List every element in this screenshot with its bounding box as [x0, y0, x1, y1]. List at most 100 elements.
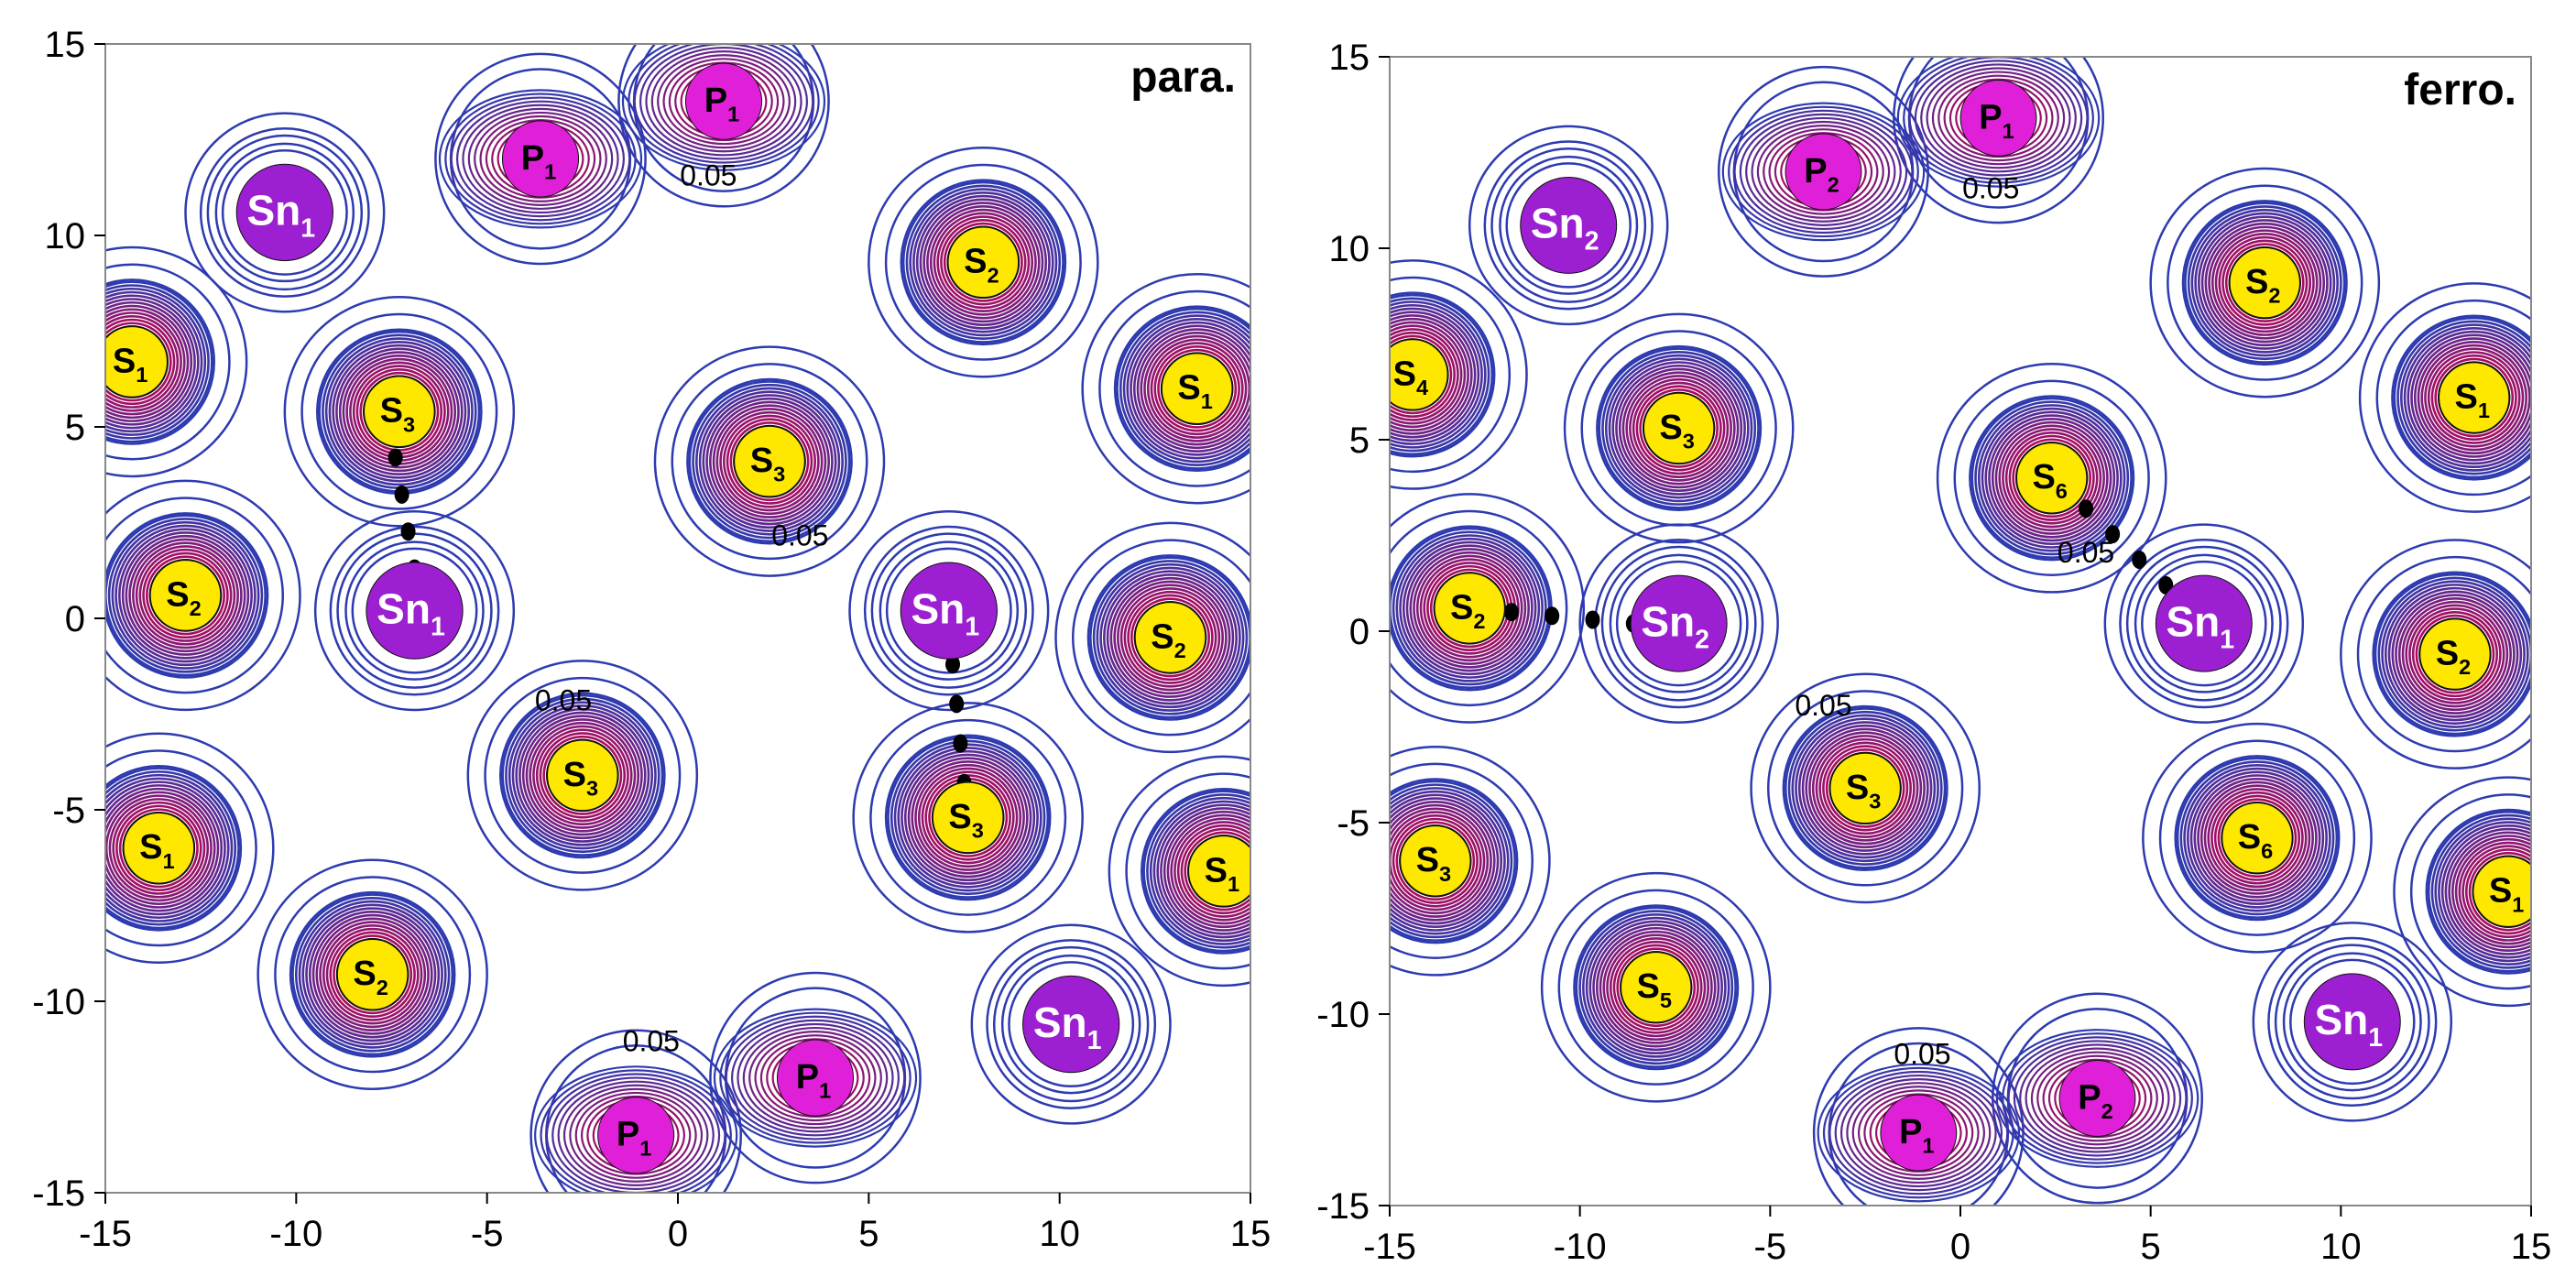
contour-line	[2381, 580, 2529, 728]
contour-line	[539, 732, 627, 819]
contour-line	[2430, 354, 2517, 442]
contour-line	[940, 219, 1027, 306]
contour-line	[540, 1069, 732, 1193]
contour-line	[1170, 817, 1250, 925]
contour-line	[521, 715, 643, 836]
contour-line	[2221, 239, 2309, 326]
contour-value-label: 0.05	[1795, 689, 1851, 722]
atom-disc	[2015, 442, 2089, 515]
contour-line	[551, 1076, 721, 1193]
atom-Sn1: Sn1	[2303, 973, 2401, 1071]
contour-line	[105, 777, 230, 920]
contour-line	[125, 534, 246, 656]
x-tick-label: -5	[1754, 1227, 1787, 1267]
contour-line	[1146, 338, 1248, 439]
atom-S2: S2	[1433, 572, 1506, 645]
contour-line	[138, 548, 233, 642]
contour-line	[1808, 731, 1923, 846]
contour-line	[479, 115, 602, 202]
atom-label: P1	[521, 139, 556, 184]
contour-value-label: 0.05	[1894, 1037, 1950, 1070]
contour-line	[580, 1095, 692, 1175]
contour-line	[305, 907, 441, 1042]
atom-contours	[2274, 944, 2430, 1100]
contour-field: P1 P2 Sn2 S2 S4 S1 S3 S6 S2 Sn2 Sn1 S2 S3 S6 S3 S1 S5 Sn1…	[1390, 57, 2531, 1206]
atom-Sn1: Sn1	[235, 163, 333, 262]
contour-line	[1390, 311, 1477, 439]
contour-line	[105, 311, 182, 412]
atom-S3: S3	[1642, 391, 1716, 465]
atom-disc	[1959, 79, 2037, 157]
contour-line	[2454, 837, 2531, 945]
atom-label: Sn1	[1033, 999, 1102, 1055]
contour-line	[1733, 109, 1914, 235]
contour-line	[1483, 140, 1654, 311]
atom-label: S2	[1450, 588, 1485, 633]
atom-disc	[366, 562, 464, 660]
contour-line	[1490, 147, 1647, 303]
bond-path	[2079, 499, 2174, 595]
contour-line	[737, 1022, 894, 1133]
contour-line	[1390, 331, 1456, 419]
contour-line	[1117, 584, 1224, 692]
contour-line	[1390, 811, 1486, 911]
atom-Sn1: Sn1	[1022, 975, 1120, 1074]
contour-line	[1390, 328, 1459, 421]
contour-line	[532, 725, 633, 826]
contour-line	[534, 1065, 738, 1193]
contour-line	[1156, 803, 1250, 939]
contour-line	[146, 555, 225, 636]
contour-line	[105, 308, 186, 416]
contour-line	[2440, 824, 2531, 959]
contour-value-label: 0.05	[623, 1024, 680, 1057]
contour-line	[1103, 570, 1238, 705]
contour-line	[300, 312, 498, 510]
contour-line	[535, 728, 629, 823]
x-tick-label: 15	[1230, 1214, 1272, 1254]
atom-S2: S2	[2228, 246, 2301, 320]
contour-line	[705, 397, 834, 526]
contour-line	[214, 142, 355, 283]
contour-line	[324, 337, 474, 486]
y-tick-label: 15	[1329, 38, 1370, 78]
contour-line	[901, 749, 1036, 885]
contour-line	[529, 721, 637, 829]
contour-line	[2193, 774, 2321, 902]
contour-line	[2208, 225, 2322, 340]
contour-line	[914, 763, 1022, 871]
atom-label: S1	[2489, 872, 2524, 917]
contour-line	[848, 510, 1050, 712]
atom-S3: S3	[363, 375, 436, 449]
contour-line	[713, 1008, 918, 1148]
contour-line	[1390, 297, 1490, 453]
contour-line	[742, 1026, 889, 1130]
contour-line	[298, 900, 447, 1049]
contour-line	[105, 287, 207, 436]
contour-line	[1604, 354, 1753, 503]
contour-line	[1767, 690, 1964, 887]
contour-line	[2224, 243, 2305, 322]
contour-line	[2407, 330, 2531, 465]
contour-line	[1817, 1063, 2021, 1203]
contour-line	[2199, 780, 2315, 895]
contour-line	[2267, 936, 2438, 1107]
contour-line	[698, 390, 841, 532]
contour-line	[2141, 560, 2267, 687]
contour-field: P1 P1 Sn1 S2 S1 S1 S3 S3 S2 Sn1 Sn1 S2 S3 S3 S1 S1 S2 Sn1…	[105, 44, 1250, 1193]
contour-line	[2438, 821, 2531, 963]
contour-line	[1390, 307, 1480, 442]
atom-label: S6	[2032, 458, 2067, 503]
contour-value-label: 0.05	[535, 683, 592, 716]
contour-line	[1756, 125, 1891, 219]
atom-disc	[1880, 1094, 1958, 1172]
contour-line	[2134, 553, 2274, 693]
contour-line	[1801, 724, 1929, 852]
contour-line	[455, 100, 626, 218]
contour-line	[2183, 763, 2331, 912]
contour-line	[1540, 871, 1772, 1103]
contour-line	[107, 518, 264, 673]
atom-label: Sn1	[247, 187, 316, 244]
contour-line	[1180, 827, 1250, 915]
contour-line	[868, 147, 1099, 378]
contour-line	[715, 408, 824, 516]
